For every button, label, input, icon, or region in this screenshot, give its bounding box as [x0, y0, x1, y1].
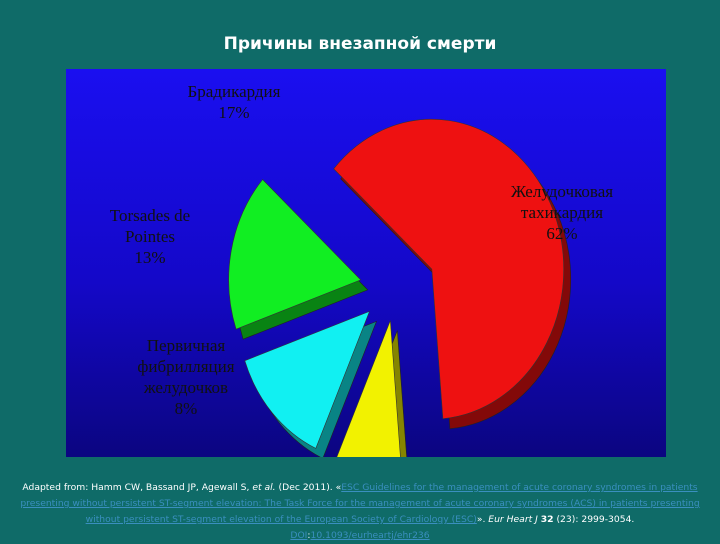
slice-percent-label: 62%: [546, 224, 577, 243]
pie-slice: [244, 310, 378, 457]
slice-name-label: Pointes: [125, 227, 175, 246]
pie-slice: [228, 179, 369, 340]
citation-journal: Eur Heart J: [488, 514, 538, 525]
slice-label: Желудочковая тахикардия 62%: [511, 182, 613, 243]
citation-volume: 32: [540, 514, 554, 525]
citation-et-al: et al.: [252, 482, 276, 493]
citation-pages: (23): 2999-3054.: [553, 514, 635, 525]
citation-doi-label[interactable]: DOI: [290, 530, 308, 541]
slice-label: Torsades de Pointes 13%: [110, 206, 190, 267]
slice-name-label: Первичная: [147, 336, 226, 355]
pie-slice: [333, 119, 572, 430]
pie-chart: Желудочковая тахикардия 62% Первичная фибрил…: [66, 69, 666, 457]
slice-label: Первичная фибрилляция желудочков 8%: [137, 336, 234, 418]
slice-percent-label: 8%: [175, 399, 198, 418]
slice-name-label: Желудочковая: [511, 182, 613, 201]
slide-title: Причины внезапной смерти: [223, 34, 497, 54]
citation-guideline-link[interactable]: ESC Guidelines for the management of acu…: [20, 482, 700, 525]
slice-name-label: Брадикардия: [188, 82, 281, 101]
slice-name-label: Torsades de: [110, 206, 190, 225]
pie-slice: [336, 320, 407, 457]
citation-doi-sep: :: [307, 530, 311, 541]
slice-percent-label: 17%: [218, 103, 249, 122]
citation-doi-link[interactable]: 10.1093/eurheartj/ehr236: [310, 530, 430, 541]
citation-date: (Dec 2011). «: [275, 482, 342, 493]
slice-name-label: тахикардия: [521, 203, 603, 222]
pie-slice-face: [244, 310, 371, 449]
slice-name-label: фибрилляция: [137, 357, 234, 376]
pie-chart-canvas: Желудочковая тахикардия 62% Первичная фибрил…: [110, 82, 613, 457]
pie-slice-face: [333, 119, 565, 420]
citation: Adapted from: Hamm CW, Bassand JP, Agewa…: [20, 480, 700, 544]
slice-label: Брадикардия 17%: [188, 82, 281, 122]
pie-slice-face: [336, 320, 401, 457]
slice-percent-label: 13%: [134, 248, 165, 267]
citation-after-link: ».: [476, 514, 489, 525]
citation-authors: Adapted from: Hamm CW, Bassand JP, Agewa…: [22, 482, 253, 493]
pie-slice-face: [228, 179, 362, 330]
slice-name-label: желудочков: [143, 378, 228, 397]
